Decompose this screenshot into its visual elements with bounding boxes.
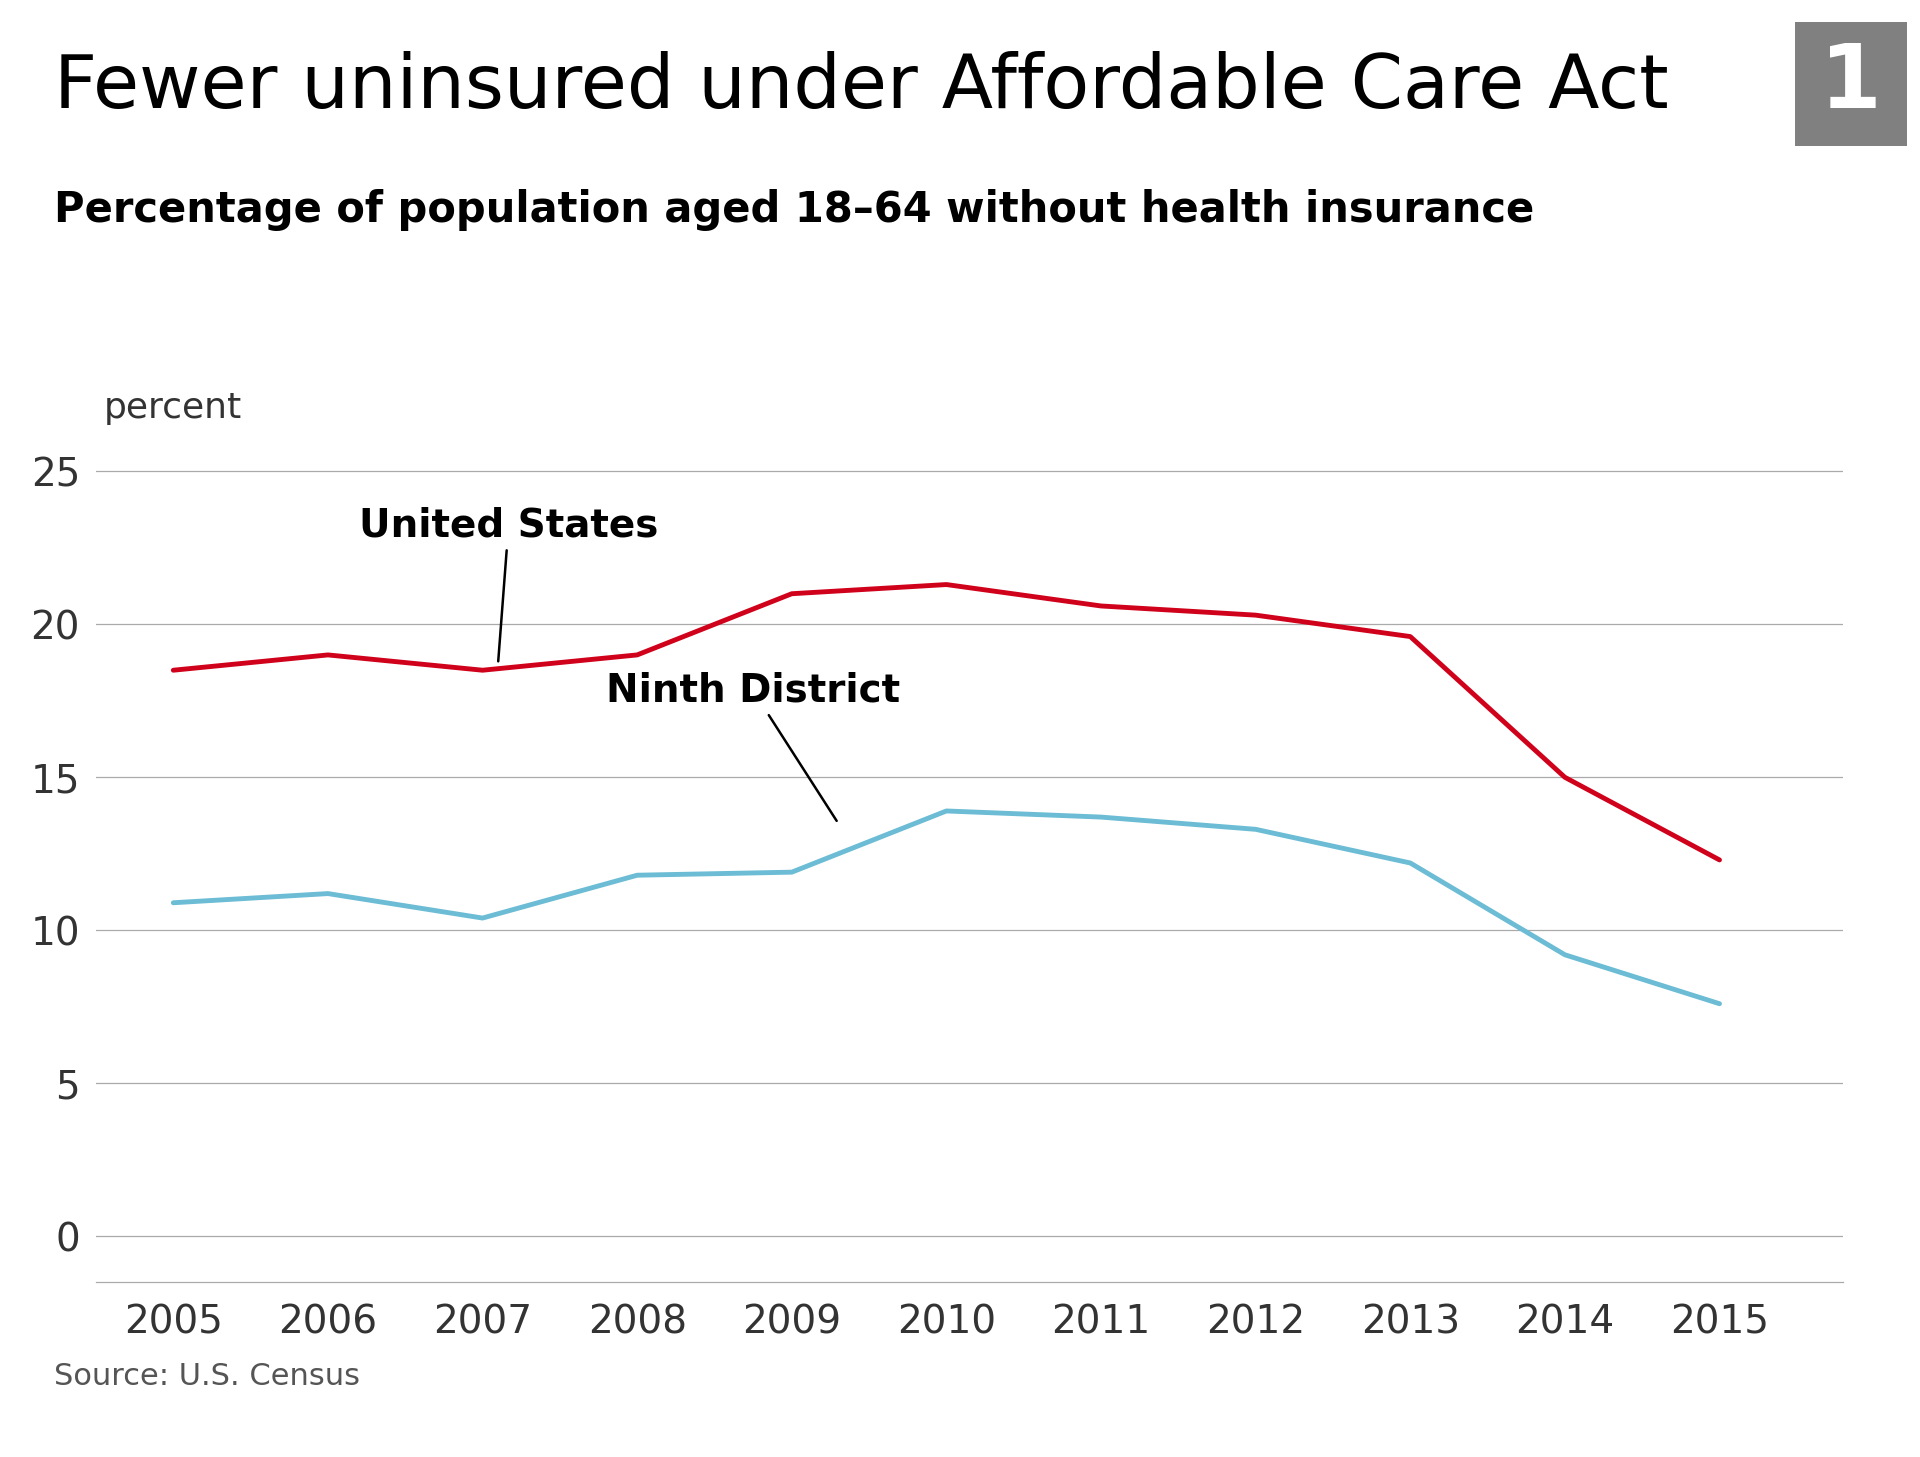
Text: 1: 1 [1820, 41, 1882, 127]
Text: Fewer uninsured under Affordable Care Act: Fewer uninsured under Affordable Care Ac… [54, 51, 1668, 124]
Text: Source: U.S. Census: Source: U.S. Census [54, 1362, 359, 1391]
Text: Ninth District: Ninth District [607, 672, 900, 820]
Text: percent: percent [104, 392, 242, 425]
Text: Percentage of population aged 18–64 without health insurance: Percentage of population aged 18–64 with… [54, 189, 1534, 232]
Text: United States: United States [359, 507, 659, 661]
